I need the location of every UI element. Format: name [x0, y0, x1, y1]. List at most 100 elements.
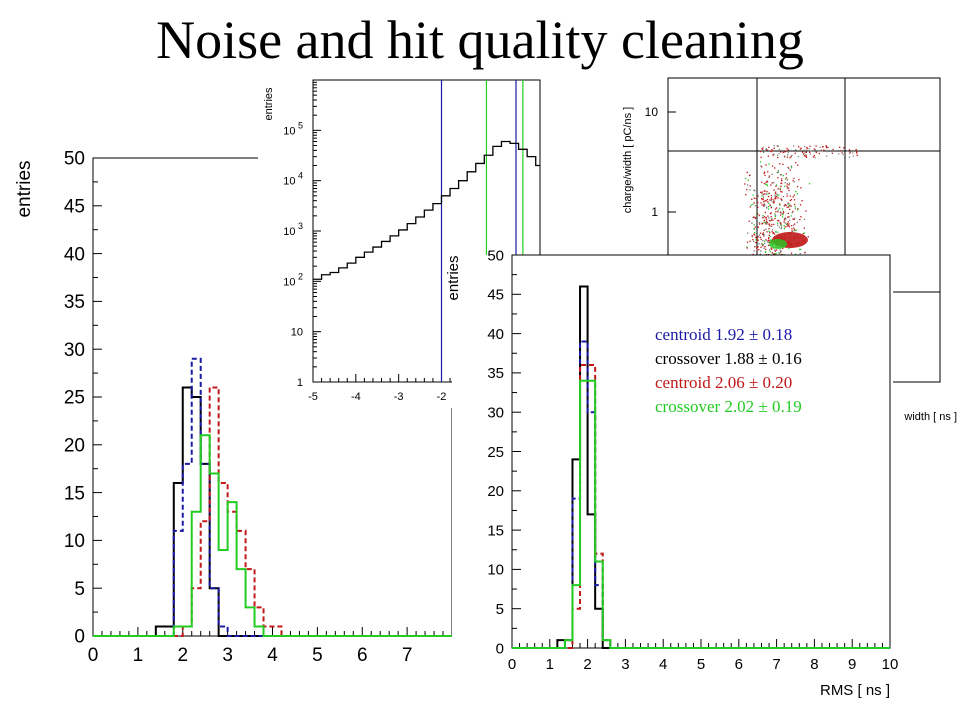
- right-ytick-label: 35: [487, 365, 504, 382]
- scatter-point: [751, 235, 753, 237]
- scatter-point: [779, 249, 781, 251]
- scatter-point: [762, 232, 764, 234]
- top-middle-xtick-label: -5: [308, 391, 318, 403]
- scatter-point: [802, 153, 805, 155]
- scatter-point: [787, 149, 789, 151]
- scatter-point: [749, 206, 751, 208]
- scatter-point: [799, 248, 801, 251]
- scatter-point: [775, 230, 777, 233]
- scatter-point: [760, 150, 762, 153]
- scatter-point: [801, 151, 804, 153]
- scatter-point: [795, 161, 797, 164]
- scatter-point: [796, 185, 799, 188]
- scatter-point: [768, 234, 770, 236]
- scatter-point: [768, 146, 770, 149]
- scatter-point: [792, 230, 794, 232]
- scatter-point: [768, 176, 770, 179]
- scatter-point: [785, 204, 787, 207]
- scatter-point: [758, 214, 761, 217]
- scatter-point: [757, 213, 759, 215]
- scatter-point: [768, 236, 770, 239]
- scatter-point: [764, 211, 767, 214]
- scatter-point: [775, 249, 778, 251]
- left-ytick-label: 40: [64, 244, 85, 265]
- left-ytick-label: 0: [74, 627, 85, 648]
- scatter-point: [778, 152, 780, 155]
- scatter-point: [757, 239, 759, 241]
- scatter-point: [803, 149, 806, 151]
- left-ytick-label: 25: [64, 388, 85, 409]
- scatter-point: [764, 242, 766, 245]
- scatter-point: [767, 205, 770, 208]
- scatter-point: [785, 223, 788, 226]
- scatter-point: [795, 229, 797, 231]
- scatter-point: [753, 197, 755, 199]
- left-ytick-label: 10: [64, 531, 85, 552]
- scatter-point: [756, 240, 758, 242]
- scatter-point: [799, 252, 801, 255]
- scatter-point: [784, 185, 786, 187]
- scatter-point: [786, 187, 789, 189]
- scatter-point: [782, 213, 784, 215]
- scatter-point: [799, 218, 801, 221]
- scatter-point: [795, 190, 797, 193]
- scatter-point: [754, 217, 757, 219]
- scatter-point: [800, 216, 802, 218]
- scatter-point: [803, 227, 805, 229]
- scatter-point: [762, 198, 764, 200]
- scatter-point: [767, 155, 770, 157]
- scatter-point: [769, 204, 771, 206]
- scatter-point: [762, 217, 764, 219]
- scatter-point: [752, 253, 754, 256]
- scatter-point: [768, 249, 771, 251]
- scatter-point: [768, 202, 770, 204]
- scatter-point: [771, 173, 773, 176]
- scatter-point: [848, 149, 851, 151]
- scatter-point: [767, 201, 769, 203]
- scatter-point: [810, 150, 812, 152]
- scatter-point: [796, 221, 799, 224]
- scatter-point: [773, 233, 776, 235]
- scatter-point: [753, 234, 756, 236]
- scatter-point: [786, 179, 789, 181]
- scatter-point: [763, 204, 765, 206]
- scatter-point: [777, 188, 779, 190]
- top-middle-ylabel: entries: [263, 87, 275, 121]
- scatter-point: [803, 155, 806, 157]
- scatter-point: [772, 219, 774, 221]
- scatter-point: [821, 146, 824, 148]
- scatter-point: [747, 232, 749, 234]
- scatter-point: [764, 221, 767, 224]
- scatter-point: [825, 145, 827, 147]
- scatter-point: [769, 212, 772, 215]
- right-ytick-label: 5: [496, 601, 504, 618]
- scatter-point: [797, 164, 799, 166]
- scatter-point: [774, 253, 776, 256]
- scatter-point: [759, 253, 762, 255]
- top-middle-xtick-label: -3: [394, 391, 404, 403]
- scatter-point: [776, 172, 779, 174]
- scatter-point: [774, 196, 777, 198]
- scatter-point: [762, 151, 765, 154]
- scatter-point: [843, 147, 845, 149]
- scatter-point: [807, 149, 810, 152]
- left-ytick-label: 45: [64, 196, 85, 217]
- ytick-exponent: 5: [295, 120, 303, 130]
- scatter-point: [761, 204, 763, 206]
- scatter-point: [779, 211, 782, 213]
- scatter-point: [770, 184, 772, 186]
- scatter-point: [759, 236, 762, 239]
- scatter-point: [763, 172, 765, 175]
- scatter-point: [788, 182, 791, 184]
- scatter-point: [778, 148, 780, 150]
- scatter-point: [767, 193, 769, 195]
- scatter-point: [784, 218, 787, 220]
- scatter-point: [765, 181, 767, 183]
- scatter-point: [760, 246, 762, 248]
- scatter-point: [771, 165, 774, 167]
- right-ytick-label: 0: [496, 640, 504, 657]
- scatter-point: [779, 203, 781, 205]
- scatter-point: [773, 199, 775, 201]
